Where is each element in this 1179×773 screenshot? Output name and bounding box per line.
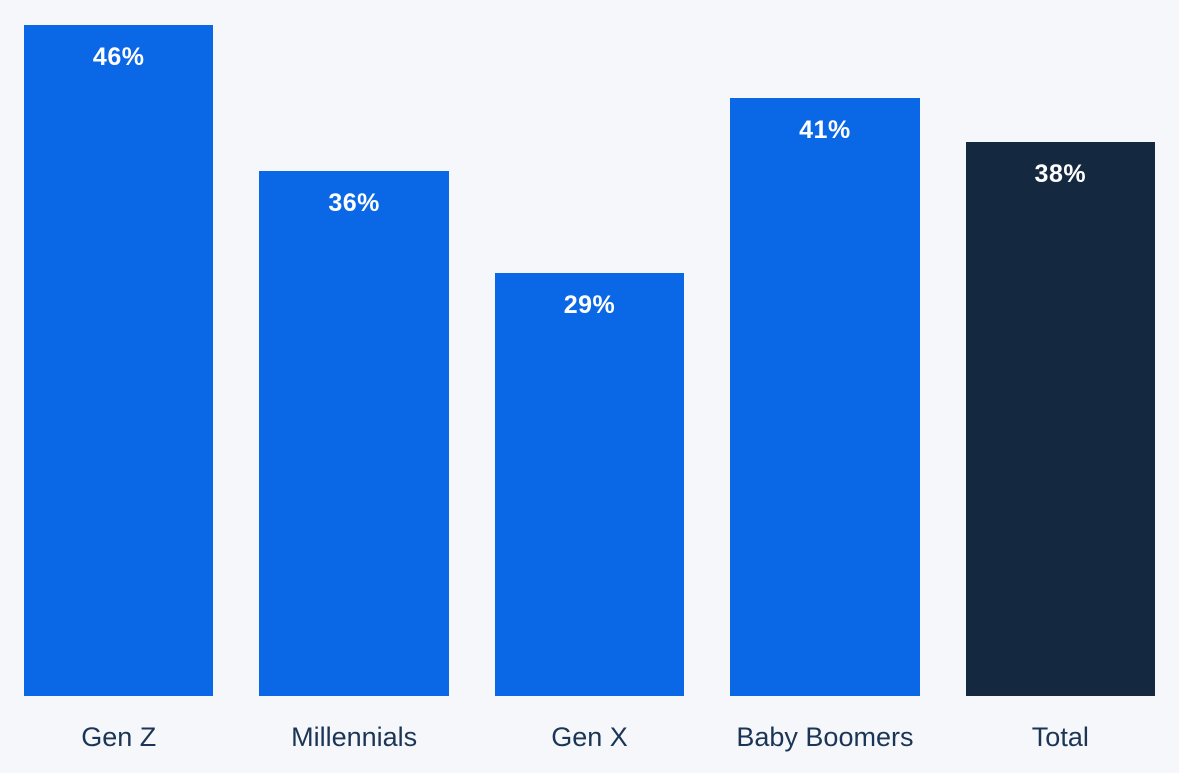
category-label-millennials: Millennials xyxy=(291,722,418,752)
bar-millennials: 36% xyxy=(259,171,449,696)
value-label-gen-x: 29% xyxy=(563,291,616,319)
value-label-millennials: 36% xyxy=(328,189,380,217)
plot-area: 46% 36% 29% 41% 38% xyxy=(24,0,1156,696)
bar-column-total: 38% xyxy=(965,0,1156,696)
category-label-gen-z: Gen Z xyxy=(81,722,157,752)
category-label-gen-x: Gen X xyxy=(551,722,628,752)
category-label-baby-boomers: Baby Boomers xyxy=(736,722,914,752)
bar-gen-x: 29% xyxy=(494,273,685,696)
value-label-baby-boomers: 41% xyxy=(799,116,851,144)
bar-gen-z: 46% xyxy=(24,25,214,696)
bar-column-gen-x: 29% xyxy=(494,0,685,696)
value-label-total: 38% xyxy=(1034,160,1087,188)
bar-total: 38% xyxy=(965,142,1156,696)
bar-column-baby-boomers: 41% xyxy=(730,0,920,696)
value-label-gen-z: 46% xyxy=(92,43,145,71)
category-label-total: Total xyxy=(1031,722,1089,752)
x-axis-labels: Gen Z Millennials Gen X Baby Boomers Total xyxy=(24,696,1155,773)
bar-column-millennials: 36% xyxy=(259,0,449,696)
bar-column-gen-z: 46% xyxy=(24,0,214,696)
bar-baby-boomers: 41% xyxy=(730,98,920,696)
